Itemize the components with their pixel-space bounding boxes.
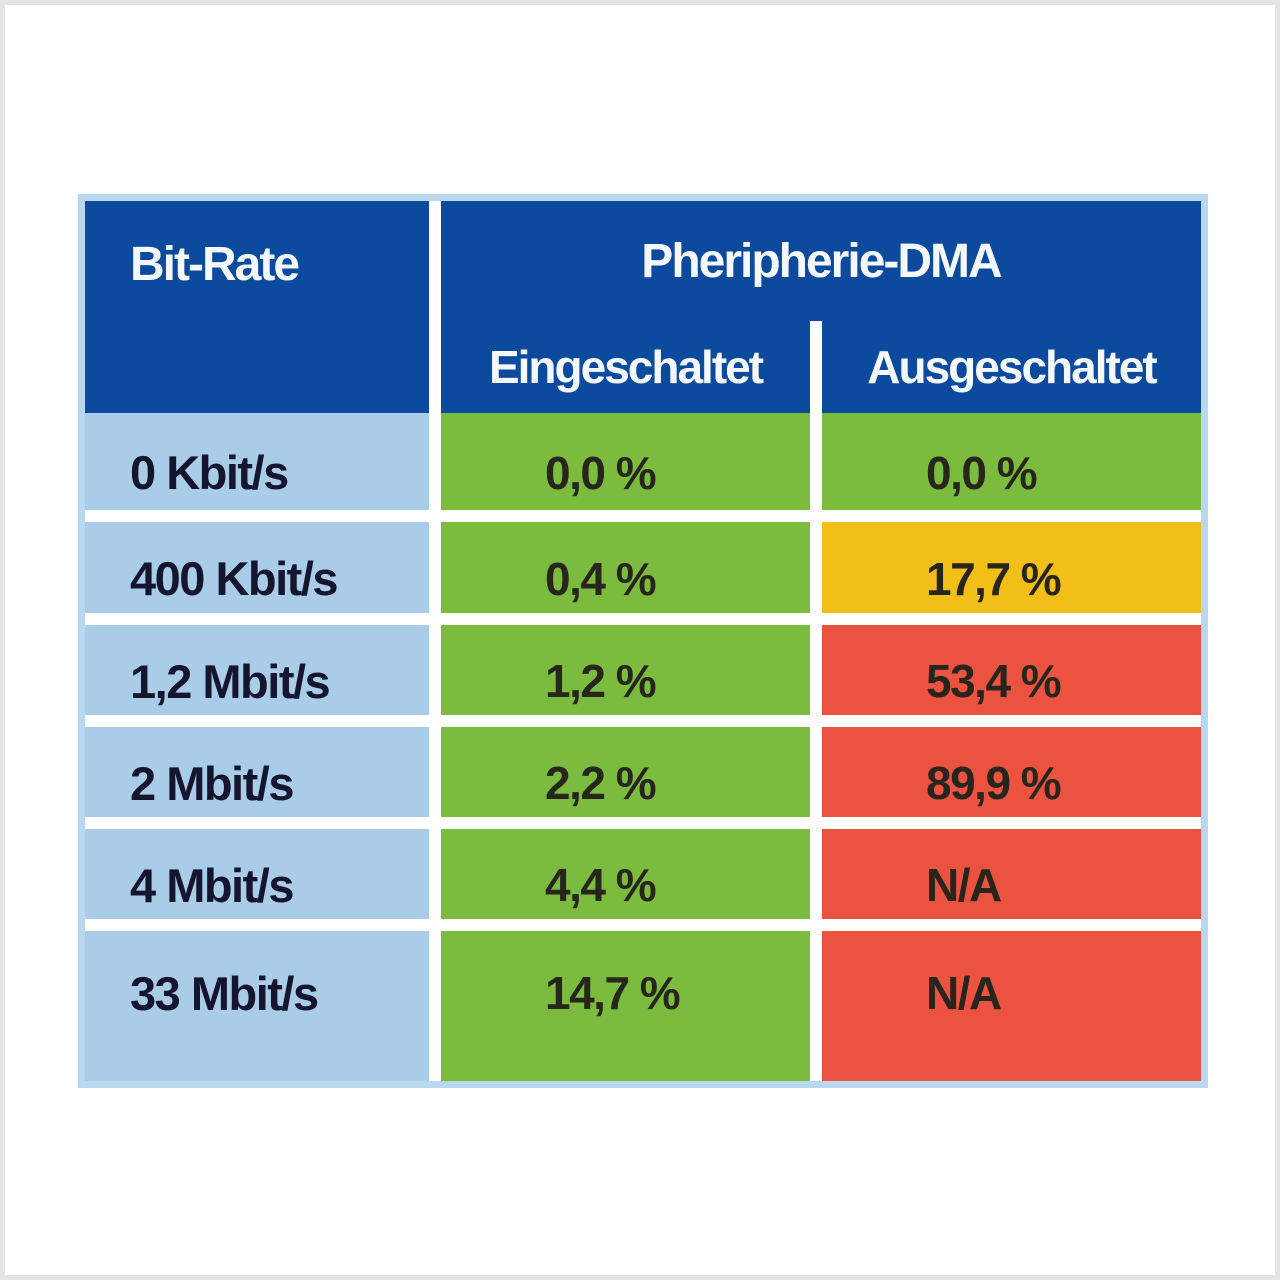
eingeschaltet-value-cell: 1,2 % xyxy=(441,625,810,715)
dma-subheader-row: Eingeschaltet Ausgeschaltet xyxy=(441,321,1201,413)
eingeschaltet-value-cell: 14,7 % xyxy=(441,931,810,1081)
row-separator xyxy=(85,510,1201,522)
dma-group-header: Pheripherie-DMA Eingeschaltet Ausgeschal… xyxy=(441,201,1201,413)
row-separator xyxy=(85,715,1201,727)
ausgeschaltet-value-cell: N/A xyxy=(822,931,1201,1081)
bitrate-cell: 2 Mbit/s xyxy=(85,727,429,817)
bitrate-cell: 4 Mbit/s xyxy=(85,829,429,919)
bitrate-cell: 0 Kbit/s xyxy=(85,413,429,510)
dma-load-table: Bit-Rate Pheripherie-DMA Eingeschaltet A… xyxy=(78,194,1208,1088)
table-header: Bit-Rate Pheripherie-DMA Eingeschaltet A… xyxy=(85,201,1201,413)
ausgeschaltet-value-cell: 89,9 % xyxy=(822,727,1201,817)
eingeschaltet-value-cell: 0,4 % xyxy=(441,522,810,613)
eingeschaltet-value-cell: 2,2 % xyxy=(441,727,810,817)
bitrate-column-header: Bit-Rate xyxy=(85,201,429,413)
table-row: 33 Mbit/s 14,7 % N/A xyxy=(85,931,1201,1081)
ausgeschaltet-value-cell: 0,0 % xyxy=(822,413,1201,510)
eingeschaltet-value-cell: 4,4 % xyxy=(441,829,810,919)
dma-group-title: Pheripherie-DMA xyxy=(641,234,1002,288)
subheader-divider xyxy=(810,321,822,413)
ausgeschaltet-value-cell: 53,4 % xyxy=(822,625,1201,715)
bitrate-cell: 1,2 Mbit/s xyxy=(85,625,429,715)
table-row: 2 Mbit/s 2,2 % 89,9 % xyxy=(85,727,1201,817)
ausgeschaltet-value-cell: N/A xyxy=(822,829,1201,919)
ausgeschaltet-value-cell: 17,7 % xyxy=(822,522,1201,613)
bitrate-cell: 400 Kbit/s xyxy=(85,522,429,613)
table-row: 400 Kbit/s 0,4 % 17,7 % xyxy=(85,522,1201,613)
table-row: 0 Kbit/s 0,0 % 0,0 % xyxy=(85,413,1201,510)
row-separator xyxy=(85,613,1201,625)
row-separator xyxy=(85,919,1201,931)
eingeschaltet-value-cell: 0,0 % xyxy=(441,413,810,510)
subheader-eingeschaltet: Eingeschaltet xyxy=(488,341,764,393)
table-row: 1,2 Mbit/s 1,2 % 53,4 % xyxy=(85,625,1201,715)
row-separator xyxy=(85,817,1201,829)
subheader-ausgeschaltet: Ausgeschaltet xyxy=(867,341,1157,393)
table-row: 4 Mbit/s 4,4 % N/A xyxy=(85,829,1201,919)
bitrate-cell: 33 Mbit/s xyxy=(85,931,429,1081)
